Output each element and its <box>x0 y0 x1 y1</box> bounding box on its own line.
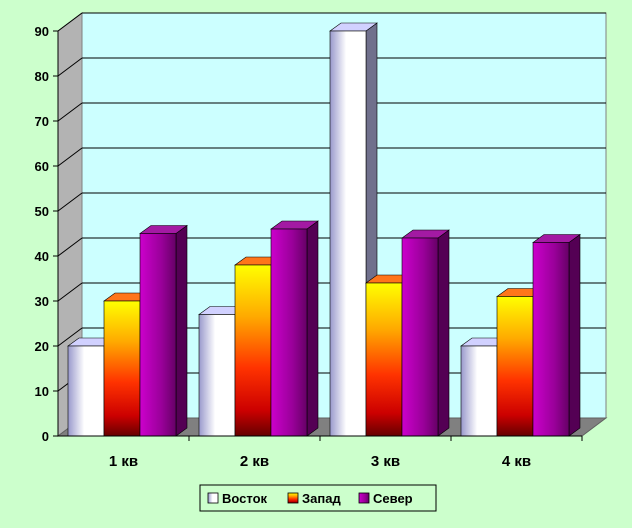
gridline-side <box>57 282 83 302</box>
y-tick-label: 70 <box>35 114 49 129</box>
y-tick-label: 80 <box>35 69 49 84</box>
bar-front <box>139 233 177 437</box>
bar-front <box>365 282 403 437</box>
legend-swatch <box>207 492 219 504</box>
x-tick-label: 2 кв <box>240 453 269 470</box>
legend: Восток Запад Север <box>199 484 437 512</box>
x-tick-label: 3 кв <box>371 453 400 470</box>
bar <box>270 220 319 437</box>
gridline-side <box>57 12 83 32</box>
legend-box <box>199 484 437 512</box>
bar-side <box>175 224 188 437</box>
bar-front <box>270 228 308 437</box>
legend-swatch <box>358 492 370 504</box>
legend-label: Север <box>373 491 413 506</box>
y-tick-label: 50 <box>35 204 49 219</box>
bar-front <box>198 314 236 437</box>
gridline-side <box>57 57 83 77</box>
y-tick-label: 30 <box>35 294 49 309</box>
x-tick-label: 4 кв <box>502 453 531 470</box>
legend-swatch <box>287 492 299 504</box>
bar-front <box>496 296 534 437</box>
bar-side <box>568 233 581 437</box>
gridline-side <box>57 327 83 347</box>
bar <box>401 229 450 437</box>
bar <box>139 224 188 437</box>
y-tick-label: 90 <box>35 24 49 39</box>
legend-label: Восток <box>222 491 268 506</box>
legend-label: Запад <box>302 491 341 506</box>
gridline-side <box>57 192 83 212</box>
gridline-side <box>57 102 83 122</box>
gridline-side <box>57 237 83 257</box>
y-tick-label: 0 <box>42 429 49 444</box>
bar-side <box>306 220 319 437</box>
x-tick-label: 1 кв <box>109 453 138 470</box>
bar-front <box>329 30 367 437</box>
bar-front <box>401 237 439 437</box>
y-tick-label: 40 <box>35 249 49 264</box>
bar-side <box>437 229 450 437</box>
gridline-side <box>57 147 83 167</box>
y-tick-label: 10 <box>35 384 49 399</box>
bar-front <box>532 242 570 437</box>
bar-front <box>234 264 272 437</box>
bar-front <box>460 345 498 437</box>
bar-front <box>103 300 141 437</box>
bar <box>532 233 581 437</box>
y-tick-label: 60 <box>35 159 49 174</box>
bar-front <box>67 345 105 437</box>
y-tick-label: 20 <box>35 339 49 354</box>
